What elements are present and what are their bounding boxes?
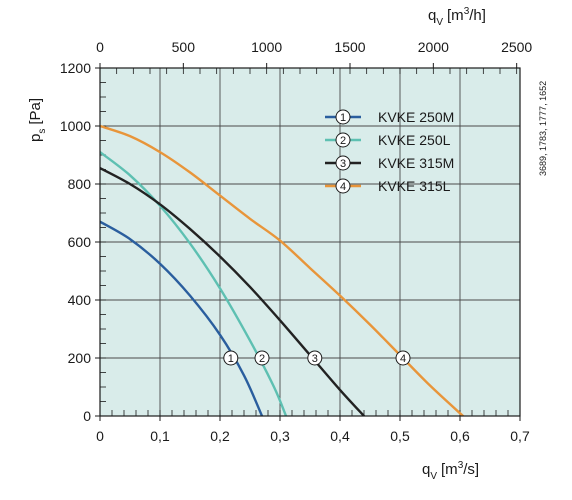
curve-marker-1: 1 [223, 350, 239, 366]
legend-marker-circle [335, 132, 351, 148]
legend-entry-2: 2 KVKE 250L [325, 132, 451, 148]
legend-marker-circle [335, 109, 351, 125]
legend-label: KVKE 250M [378, 109, 454, 125]
curve-marker-circle [307, 350, 323, 366]
legend-marker-label: 4 [340, 181, 346, 193]
y-tick-label: 600 [68, 234, 92, 250]
x-bottom-axis-title: qV [m3/s] [422, 460, 479, 482]
legend-entry-3: 3 KVKE 315M [325, 155, 454, 171]
side-note: 3689, 1783, 1777, 1652 [538, 81, 548, 176]
curve-2 [100, 150, 288, 416]
x-bottom-tick-label: 0,2 [210, 428, 230, 444]
legend-label: KVKE 315M [378, 155, 454, 171]
curve-marker-circle [254, 350, 270, 366]
curve-marker-label: 2 [259, 353, 265, 365]
x-top-axis-title: qV [m3/h] [428, 6, 486, 28]
x-bottom-tick-labels: 0 0,1 0,2 0,3 0,4 0,5 0,6 0,7 [96, 416, 530, 444]
legend-marker-label: 1 [340, 112, 346, 124]
y-tick-label: 800 [68, 176, 92, 192]
legend-entry-1: 1 KVKE 250M [325, 109, 454, 125]
legend-marker-circle [335, 155, 351, 171]
curve-marker-2: 2 [254, 350, 270, 366]
y-tick-labels: 0 200 400 600 800 1000 1200 [60, 60, 100, 424]
legend-label: KVKE 315L [378, 178, 451, 194]
y-tick-label: 400 [68, 292, 92, 308]
curve-marker-circle [395, 350, 411, 366]
legend: 1 KVKE 250M 2 KVKE 250L 3 KVKE 315M 4 KVKE 315L [325, 109, 454, 194]
x-top-tick-label: 2000 [418, 39, 449, 55]
curve-marker-circle [223, 350, 239, 366]
curve-marker-4: 4 [395, 350, 411, 366]
x-top-tick-label: 1500 [334, 39, 365, 55]
x-top-tick-label: 0 [96, 39, 104, 55]
x-bottom-tick-label: 0,5 [390, 428, 410, 444]
x-top-tick-label: 500 [172, 39, 196, 55]
x-bottom-tick-label: 0 [96, 428, 104, 444]
y-axis-title: ps[Pa] [27, 98, 48, 142]
y-tick-label: 1200 [60, 60, 91, 76]
x-bottom-tick-label: 0,4 [330, 428, 350, 444]
legend-marker-label: 3 [340, 158, 346, 170]
y-tick-label: 200 [68, 350, 92, 366]
x-top-tick-label: 1000 [251, 39, 282, 55]
curve-1 [100, 220, 264, 416]
curve-marker-label: 3 [312, 353, 318, 365]
curve-marker-3: 3 [307, 350, 323, 366]
y-tick-label: 0 [83, 408, 91, 424]
legend-entry-4: 4 KVKE 315L [325, 178, 451, 194]
curve-3 [100, 166, 366, 416]
legend-marker-circle [335, 178, 351, 194]
curve-marker-label: 1 [228, 353, 234, 365]
x-bottom-tick-label: 0,3 [270, 428, 290, 444]
x-bottom-tick-label: 0,7 [510, 428, 530, 444]
legend-label: KVKE 250L [378, 132, 451, 148]
x-top-tick-labels: 0 500 1000 1500 2000 2500 [96, 39, 532, 68]
y-tick-label: 1000 [60, 118, 91, 134]
x-bottom-tick-label: 0,1 [150, 428, 170, 444]
curve-marker-label: 4 [400, 353, 406, 365]
curve-markers: 1 2 3 4 [223, 350, 411, 366]
x-bottom-tick-label: 0,6 [450, 428, 470, 444]
legend-marker-label: 2 [340, 135, 346, 147]
x-top-tick-label: 2500 [501, 39, 532, 55]
